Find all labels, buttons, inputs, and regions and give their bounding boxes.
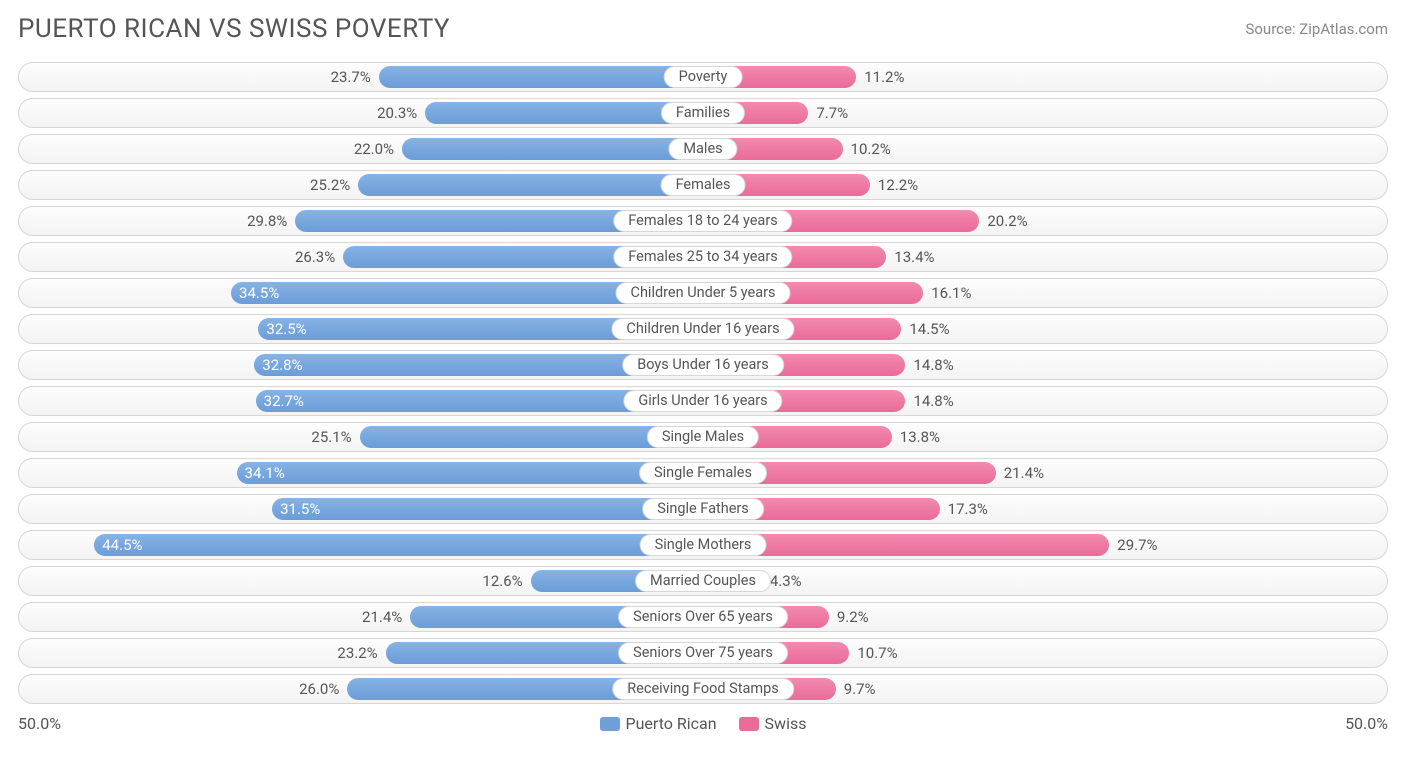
category-label: Single Fathers: [642, 498, 764, 520]
chart-row: 34.5% 16.1% Children Under 5 years: [18, 278, 1388, 308]
bar-right-value: 14.8%: [905, 356, 953, 374]
bar-left-value: 26.0%: [299, 680, 347, 698]
bar-left: 44.5%: [94, 534, 703, 556]
category-label: Single Females: [639, 462, 767, 484]
category-label: Females 25 to 34 years: [613, 246, 792, 268]
legend: Puerto Rican Swiss: [600, 714, 807, 733]
bar-right-value: 10.7%: [849, 644, 897, 662]
category-label: Children Under 16 years: [611, 318, 794, 340]
bar-right-value: 12.2%: [870, 176, 918, 194]
bar-left-value: 32.5%: [266, 320, 306, 338]
category-label: Males: [668, 138, 737, 160]
bar-right-value: 9.2%: [829, 608, 869, 626]
chart-row: 31.5% 17.3% Single Fathers: [18, 494, 1388, 524]
category-label: Children Under 5 years: [616, 282, 791, 304]
chart-row: 32.7% 14.8% Girls Under 16 years: [18, 386, 1388, 416]
chart-row: 29.8% 20.2% Females 18 to 24 years: [18, 206, 1388, 236]
legend-item-right: Swiss: [739, 714, 807, 733]
category-label: Families: [661, 102, 745, 124]
chart-row: 23.2% 10.7% Seniors Over 75 years: [18, 638, 1388, 668]
bar-right-value: 21.4%: [996, 464, 1044, 482]
bar-left-value: 29.8%: [247, 212, 295, 230]
chart-row: 12.6%4.3%Married Couples: [18, 566, 1388, 596]
bar-right-value: 9.7%: [836, 680, 876, 698]
chart-row: 25.1% 13.8% Single Males: [18, 422, 1388, 452]
category-label: Seniors Over 65 years: [618, 606, 788, 628]
chart-row: 32.8% 14.8% Boys Under 16 years: [18, 350, 1388, 380]
legend-swatch-right: [739, 717, 759, 731]
bar-left-value: 23.7%: [331, 68, 379, 86]
bar-right-value: 17.3%: [940, 500, 988, 518]
chart-row: 44.5% 29.7% Single Mothers: [18, 530, 1388, 560]
legend-label-left: Puerto Rican: [626, 714, 717, 733]
bar-left: 34.1%: [237, 462, 703, 484]
category-label: Females: [661, 174, 746, 196]
legend-item-left: Puerto Rican: [600, 714, 717, 733]
axis-left-max: 50.0%: [18, 714, 61, 733]
bar-right-value: 10.2%: [843, 140, 891, 158]
chart-row: 23.7% 11.2% Poverty: [18, 62, 1388, 92]
category-label: Boys Under 16 years: [622, 354, 784, 376]
chart-footer: 50.0% Puerto Rican Swiss 50.0%: [18, 714, 1388, 733]
category-label: Poverty: [664, 66, 743, 88]
bar-right-value: 16.1%: [923, 284, 971, 302]
bar-left-value: 12.6%: [482, 572, 530, 590]
category-label: Seniors Over 75 years: [618, 642, 788, 664]
axis-right-max: 50.0%: [1345, 714, 1388, 733]
bar-right-value: 11.2%: [856, 68, 904, 86]
bar-left-value: 31.5%: [280, 500, 320, 518]
chart-row: 26.0% 9.7% Receiving Food Stamps: [18, 674, 1388, 704]
chart-row: 25.2% 12.2% Females: [18, 170, 1388, 200]
bar-right-value: 14.8%: [905, 392, 953, 410]
chart-header: PUERTO RICAN VS SWISS POVERTY Source: Zi…: [18, 14, 1388, 44]
bar-left: 23.7%: [379, 66, 703, 88]
chart-row: 34.1% 21.4% Single Females: [18, 458, 1388, 488]
bar-left-value: 23.2%: [337, 644, 385, 662]
bar-left: 22.0%: [402, 138, 703, 160]
bar-left: 31.5%: [272, 498, 703, 520]
chart-title: PUERTO RICAN VS SWISS POVERTY: [18, 14, 450, 44]
category-label: Single Males: [647, 426, 759, 448]
chart-row: 32.5% 14.5% Children Under 16 years: [18, 314, 1388, 344]
legend-label-right: Swiss: [765, 714, 807, 733]
chart-row: 26.3% 13.4% Females 25 to 34 years: [18, 242, 1388, 272]
chart-row: 21.4% 9.2% Seniors Over 65 years: [18, 602, 1388, 632]
chart-row: 22.0% 10.2% Males: [18, 134, 1388, 164]
category-label: Single Mothers: [640, 534, 767, 556]
bar-left-value: 34.1%: [245, 464, 285, 482]
bar-left-value: 20.3%: [377, 104, 425, 122]
bar-left-value: 44.5%: [102, 536, 142, 554]
category-label: Girls Under 16 years: [623, 390, 782, 412]
bar-left-value: 32.8%: [262, 356, 302, 374]
category-label: Married Couples: [635, 570, 771, 592]
category-label: Females 18 to 24 years: [613, 210, 792, 232]
bar-left-value: 32.7%: [264, 392, 304, 410]
bar-left-value: 34.5%: [239, 284, 279, 302]
chart-row: 20.3% 7.7% Families: [18, 98, 1388, 128]
bar-right-value: 14.5%: [901, 320, 949, 338]
legend-swatch-left: [600, 717, 620, 731]
bar-left-value: 22.0%: [354, 140, 402, 158]
bar-right-value: 13.4%: [886, 248, 934, 266]
bar-right-value: 7.7%: [808, 104, 848, 122]
bar-left-value: 26.3%: [295, 248, 343, 266]
bar-right-value: 20.2%: [979, 212, 1027, 230]
bar-left: 25.2%: [358, 174, 703, 196]
chart-source: Source: ZipAtlas.com: [1245, 14, 1388, 38]
bar-left-value: 25.1%: [311, 428, 359, 446]
bar-right-value: 29.7%: [1109, 536, 1157, 554]
bar-right-value: 13.8%: [892, 428, 940, 446]
diverging-bar-chart: 23.7% 11.2% Poverty 20.3% 7.7% Families 22.0% 1…: [18, 62, 1388, 704]
category-label: Receiving Food Stamps: [612, 678, 794, 700]
bar-left-value: 25.2%: [310, 176, 358, 194]
bar-left-value: 21.4%: [362, 608, 410, 626]
